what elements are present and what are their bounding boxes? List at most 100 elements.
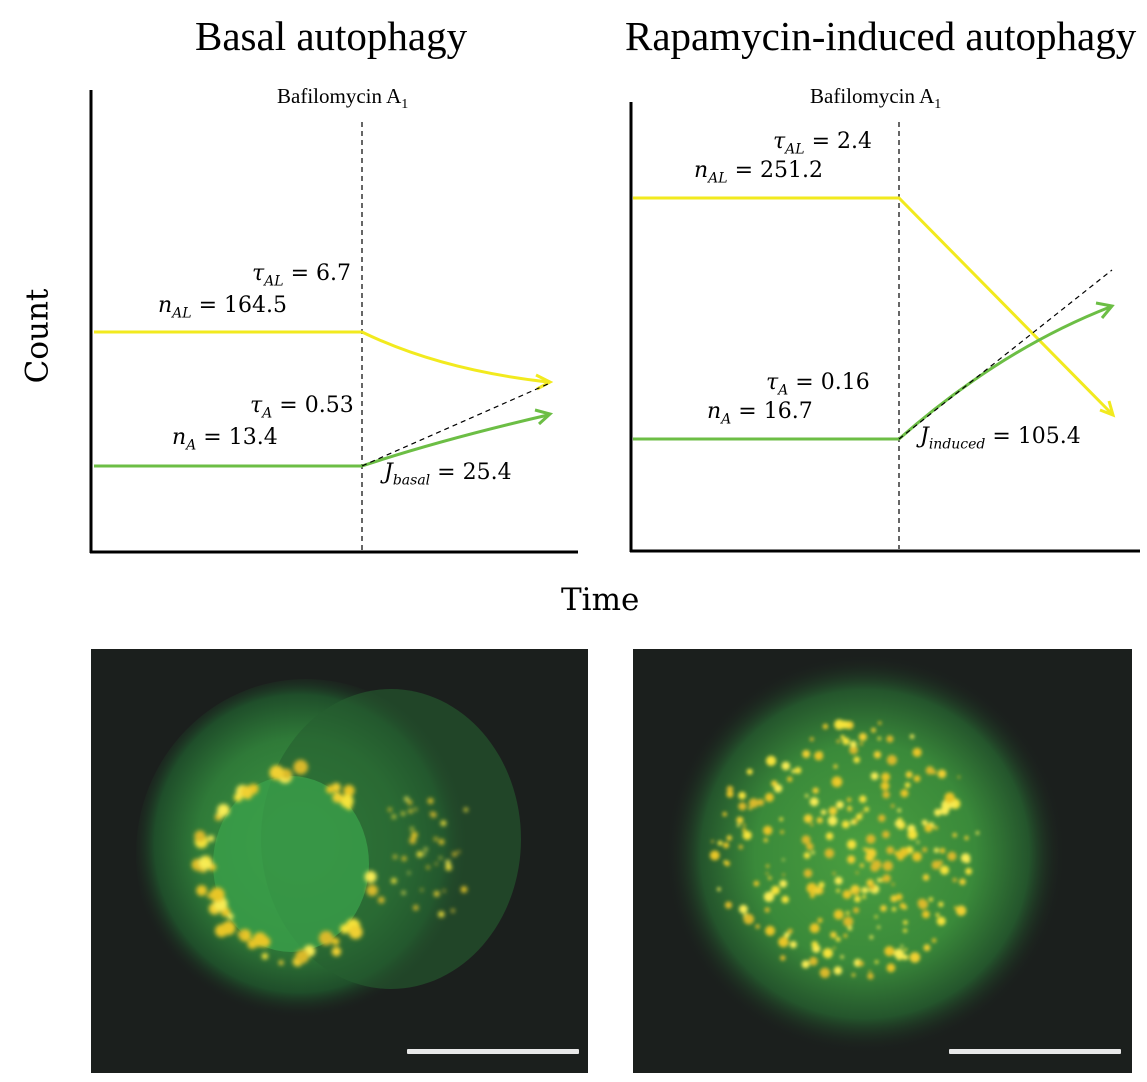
induced-puncta bbox=[709, 719, 980, 980]
fluorescent-punctum bbox=[411, 831, 418, 839]
fluorescent-punctum bbox=[884, 946, 895, 957]
fluorescent-punctum bbox=[205, 855, 211, 862]
fluorescent-punctum bbox=[463, 807, 468, 812]
fluorescent-punctum bbox=[830, 931, 837, 939]
fluorescent-punctum bbox=[931, 938, 937, 943]
fluorescent-punctum bbox=[237, 930, 245, 938]
fluorescent-punctum bbox=[773, 784, 783, 793]
fluorescent-punctum bbox=[882, 874, 891, 883]
fluorescent-punctum bbox=[414, 807, 418, 811]
fluorescent-punctum bbox=[922, 910, 930, 919]
fluorescent-punctum bbox=[840, 720, 849, 729]
fluorescent-punctum bbox=[827, 815, 838, 826]
fluorescent-punctum bbox=[269, 765, 284, 780]
fluorescent-punctum bbox=[846, 797, 852, 802]
fluorescent-punctum bbox=[811, 850, 815, 855]
fluorescent-punctum bbox=[726, 835, 732, 841]
fluorescent-punctum bbox=[726, 790, 734, 798]
fluorescent-punctum bbox=[828, 806, 838, 816]
fluorescent-punctum bbox=[429, 811, 435, 816]
fluorescent-punctum bbox=[726, 785, 734, 793]
fluorescent-punctum bbox=[902, 954, 909, 960]
fluorescent-punctum bbox=[738, 802, 747, 811]
fluorescent-punctum bbox=[952, 832, 957, 838]
fluorescent-punctum bbox=[319, 930, 334, 946]
fluorescent-punctum bbox=[893, 948, 905, 959]
fluorescent-punctum bbox=[854, 895, 861, 903]
fluorescent-punctum bbox=[217, 803, 230, 817]
fluorescent-punctum bbox=[709, 850, 720, 861]
fluorescent-punctum bbox=[810, 823, 814, 827]
fluorescent-punctum bbox=[407, 871, 411, 875]
fluorescent-punctum bbox=[251, 784, 259, 792]
fluorescent-punctum bbox=[813, 886, 822, 895]
fluorescent-punctum bbox=[917, 898, 927, 908]
fluorescent-punctum bbox=[803, 814, 813, 823]
fluorescent-punctum bbox=[891, 882, 895, 886]
basal-autolysosome-line bbox=[94, 330, 549, 384]
basal-title: Basal autophagy bbox=[195, 13, 468, 59]
fluorescent-punctum bbox=[849, 740, 857, 748]
fluorescent-punctum bbox=[748, 806, 752, 810]
basal-puncta bbox=[191, 759, 468, 967]
fluorescent-punctum bbox=[391, 878, 397, 884]
basal-n-al: nAL = 164.5 bbox=[158, 293, 287, 322]
fluorescent-punctum bbox=[947, 851, 957, 861]
fluorescent-punctum bbox=[869, 935, 874, 939]
fluorescent-punctum bbox=[843, 933, 848, 938]
induced-n-al: nAL = 251.2 bbox=[694, 158, 823, 187]
fluorescent-punctum bbox=[780, 830, 784, 834]
fluorescent-punctum bbox=[846, 839, 857, 850]
fluorescent-punctum bbox=[864, 806, 869, 812]
fluorescent-punctum bbox=[809, 892, 815, 899]
fluorescent-punctum bbox=[834, 876, 843, 885]
fluorescent-punctum bbox=[753, 880, 760, 887]
fluorescent-punctum bbox=[787, 776, 793, 782]
fluorescent-punctum bbox=[949, 801, 956, 808]
fluorescent-punctum bbox=[921, 819, 928, 826]
fluorescent-punctum bbox=[840, 955, 844, 959]
fluorescent-punctum bbox=[880, 905, 887, 912]
induced-tau-al: τAL = 2.4 bbox=[773, 129, 873, 158]
fluorescent-punctum bbox=[766, 864, 770, 868]
fluorescent-punctum bbox=[859, 863, 864, 868]
fluorescent-punctum bbox=[836, 888, 840, 893]
induced-autophagosome-arrowhead bbox=[1095, 301, 1115, 319]
fluorescent-punctum bbox=[438, 911, 445, 918]
fluorescent-punctum bbox=[746, 768, 753, 775]
fluorescent-punctum bbox=[900, 789, 909, 798]
fluorescent-punctum bbox=[822, 723, 829, 730]
fluorescent-punctum bbox=[768, 876, 772, 880]
induced-flux-line bbox=[898, 269, 1113, 440]
fluorescent-punctum bbox=[738, 791, 746, 800]
fluorescent-punctum bbox=[862, 895, 866, 899]
fluorescent-punctum bbox=[869, 883, 876, 890]
fluorescent-punctum bbox=[897, 808, 902, 813]
fluorescent-punctum bbox=[840, 735, 845, 740]
fluorescent-punctum bbox=[880, 781, 890, 791]
fluorescent-punctum bbox=[832, 872, 836, 875]
fluorescent-punctum bbox=[964, 835, 969, 841]
fluorescent-punctum bbox=[842, 889, 852, 899]
fluorescent-punctum bbox=[933, 847, 939, 853]
fluorescent-punctum bbox=[765, 872, 769, 875]
fluorescent-punctum bbox=[895, 893, 903, 901]
fluorescent-punctum bbox=[757, 798, 765, 806]
induced-scale-bar bbox=[949, 1049, 1121, 1054]
fluorescent-punctum bbox=[742, 830, 752, 840]
fluorescent-punctum bbox=[424, 847, 428, 851]
fluorescent-punctum bbox=[820, 809, 827, 815]
fluorescent-punctum bbox=[868, 970, 872, 973]
fluorescent-punctum bbox=[881, 772, 891, 782]
fluorescent-punctum bbox=[903, 920, 908, 925]
fluorescent-punctum bbox=[900, 944, 904, 948]
fluorescent-punctum bbox=[739, 904, 748, 914]
fluorescent-punctum bbox=[805, 794, 809, 798]
fluorescent-punctum bbox=[214, 814, 221, 821]
fluorescent-punctum bbox=[853, 756, 860, 764]
fluorescent-punctum bbox=[438, 839, 445, 845]
fluorescent-punctum bbox=[331, 937, 340, 946]
fluorescent-punctum bbox=[771, 885, 780, 895]
fluorescent-punctum bbox=[252, 932, 268, 947]
fluorescent-punctum bbox=[377, 896, 385, 904]
